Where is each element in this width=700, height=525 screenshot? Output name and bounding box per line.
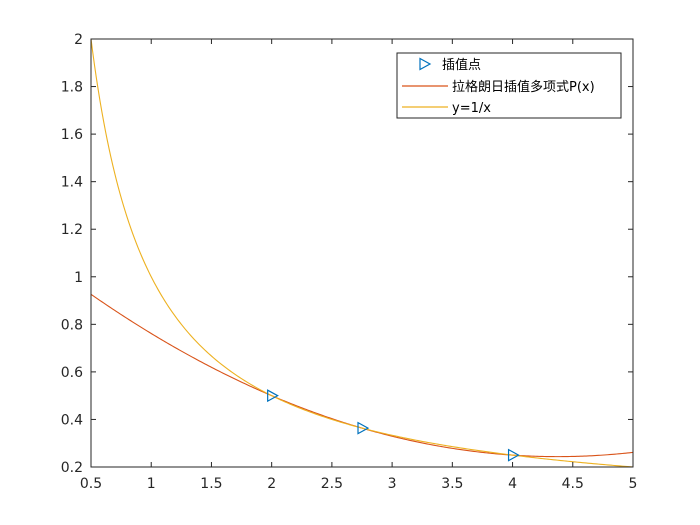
- legend-label-3: y=1/x: [452, 101, 491, 116]
- legend-label-2: 拉格朗日插值多项式P(x): [452, 79, 595, 95]
- x-tick-label: 3: [388, 476, 397, 492]
- x-tick-label: 4: [508, 476, 517, 492]
- legend-label-1: 插值点: [442, 57, 481, 73]
- y-tick-label: 1.4: [61, 175, 83, 191]
- y-tick-label: 2: [74, 32, 83, 48]
- x-tick-label: 2.5: [321, 476, 343, 492]
- data-point-marker: [267, 389, 279, 403]
- curves-layer: [90, 38, 634, 468]
- y-tick-label: 0.4: [61, 412, 83, 428]
- ticks-layer: 0.5 1 1.5 2 2.5 3 3.5 4 4.5 5 0.2 0.4 0.6 0.8 1 1.2 1.4 1…: [61, 32, 638, 492]
- y-tick-label: 1.6: [61, 127, 83, 143]
- series-line-3: [90, 38, 634, 468]
- axes-box: [90, 38, 634, 468]
- x-tick-label: 5: [629, 476, 638, 492]
- y-tick-label: 1: [74, 270, 83, 286]
- x-tick-label: 0.5: [80, 476, 102, 492]
- y-tick-label: 1.8: [61, 80, 83, 96]
- x-tick-label: 2: [267, 476, 276, 492]
- y-tick-label: 0.8: [61, 317, 83, 333]
- x-tick-label: 3.5: [441, 476, 463, 492]
- x-tick-label: 1: [147, 476, 156, 492]
- legend: 插值点 拉格朗日插值多项式P(x) y=1/x: [396, 52, 622, 119]
- data-point-marker: [507, 448, 520, 462]
- y-tick-label: 1.2: [61, 222, 83, 238]
- markers-layer: [267, 389, 520, 462]
- x-tick-label: 4.5: [562, 476, 584, 492]
- x-tick-label: 1.5: [200, 476, 222, 492]
- data-point-marker: [357, 421, 370, 435]
- legend-marker-icon: [419, 57, 432, 71]
- y-tick-label: 0.6: [61, 365, 83, 381]
- y-tick-label: 0.2: [61, 460, 83, 476]
